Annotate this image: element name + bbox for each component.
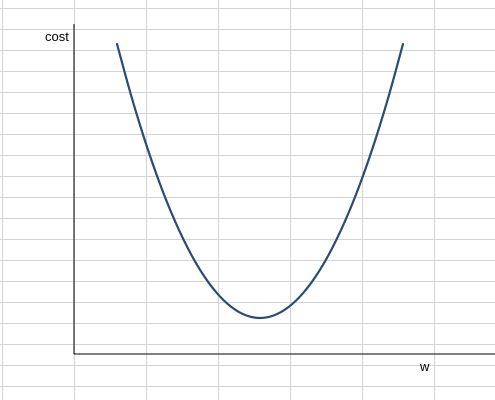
y-axis-label: cost [45,29,69,44]
x-axis-label: w [419,359,430,374]
cost-curve-line [115,42,405,320]
